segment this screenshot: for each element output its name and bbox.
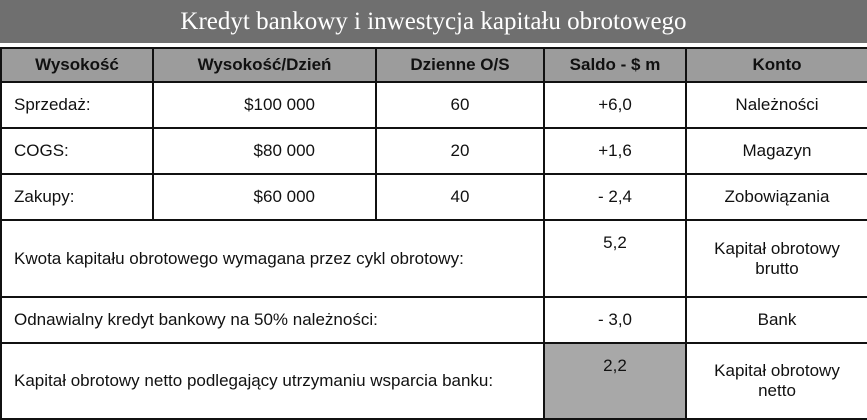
- table-title: Kredyt bankowy i inwestycja kapitału obr…: [0, 0, 867, 45]
- amount-cell: $80 000: [152, 127, 377, 176]
- summary-row: Kapitał obrotowy netto podlegający utrzy…: [0, 341, 867, 420]
- balance-cell: - 2,4: [543, 173, 687, 222]
- balance-cell: - 3,0: [543, 295, 687, 344]
- balance-cell: +1,6: [543, 127, 687, 176]
- summary-row: Kwota kapitału obrotowego wymagana przez…: [0, 219, 867, 298]
- table-row: Sprzedaż: $100 000 60 +6,0 Należności: [0, 81, 867, 130]
- header-cell: Dzienne O/S: [375, 46, 545, 84]
- balance-cell: 5,2: [543, 219, 687, 298]
- row-label: Sprzedaż:: [0, 81, 154, 130]
- account-cell: Magazyn: [685, 127, 867, 176]
- header-cell: Saldo - $ m: [543, 46, 687, 84]
- account-cell: Kapitał obrotowy brutto: [685, 219, 867, 298]
- account-cell: Kapitał obrotowy netto: [685, 341, 867, 420]
- summary-row: Odnawialny kredyt bankowy na 50% należno…: [0, 295, 867, 344]
- days-cell: 60: [375, 81, 545, 130]
- account-cell: Bank: [685, 295, 867, 344]
- row-label: Zakupy:: [0, 173, 154, 222]
- table-row: COGS: $80 000 20 +1,6 Magazyn: [0, 127, 867, 176]
- row-label: COGS:: [0, 127, 154, 176]
- summary-label: Kapitał obrotowy netto podlegający utrzy…: [0, 341, 545, 420]
- working-capital-table: Wysokość Wysokość/Dzień Dzienne O/S Sald…: [0, 46, 867, 420]
- balance-cell-highlighted: 2,2: [543, 341, 687, 420]
- balance-cell: +6,0: [543, 81, 687, 130]
- header-row: Wysokość Wysokość/Dzień Dzienne O/S Sald…: [0, 46, 867, 84]
- days-cell: 20: [375, 127, 545, 176]
- amount-cell: $60 000: [152, 173, 377, 222]
- header-cell: Wysokość: [0, 46, 154, 84]
- header-cell: Konto: [685, 46, 867, 84]
- summary-label: Odnawialny kredyt bankowy na 50% należno…: [0, 295, 545, 344]
- account-cell: Należności: [685, 81, 867, 130]
- header-cell: Wysokość/Dzień: [152, 46, 377, 84]
- summary-label: Kwota kapitału obrotowego wymagana przez…: [0, 219, 545, 298]
- days-cell: 40: [375, 173, 545, 222]
- amount-cell: $100 000: [152, 81, 377, 130]
- table-row: Zakupy: $60 000 40 - 2,4 Zobowiązania: [0, 173, 867, 222]
- account-cell: Zobowiązania: [685, 173, 867, 222]
